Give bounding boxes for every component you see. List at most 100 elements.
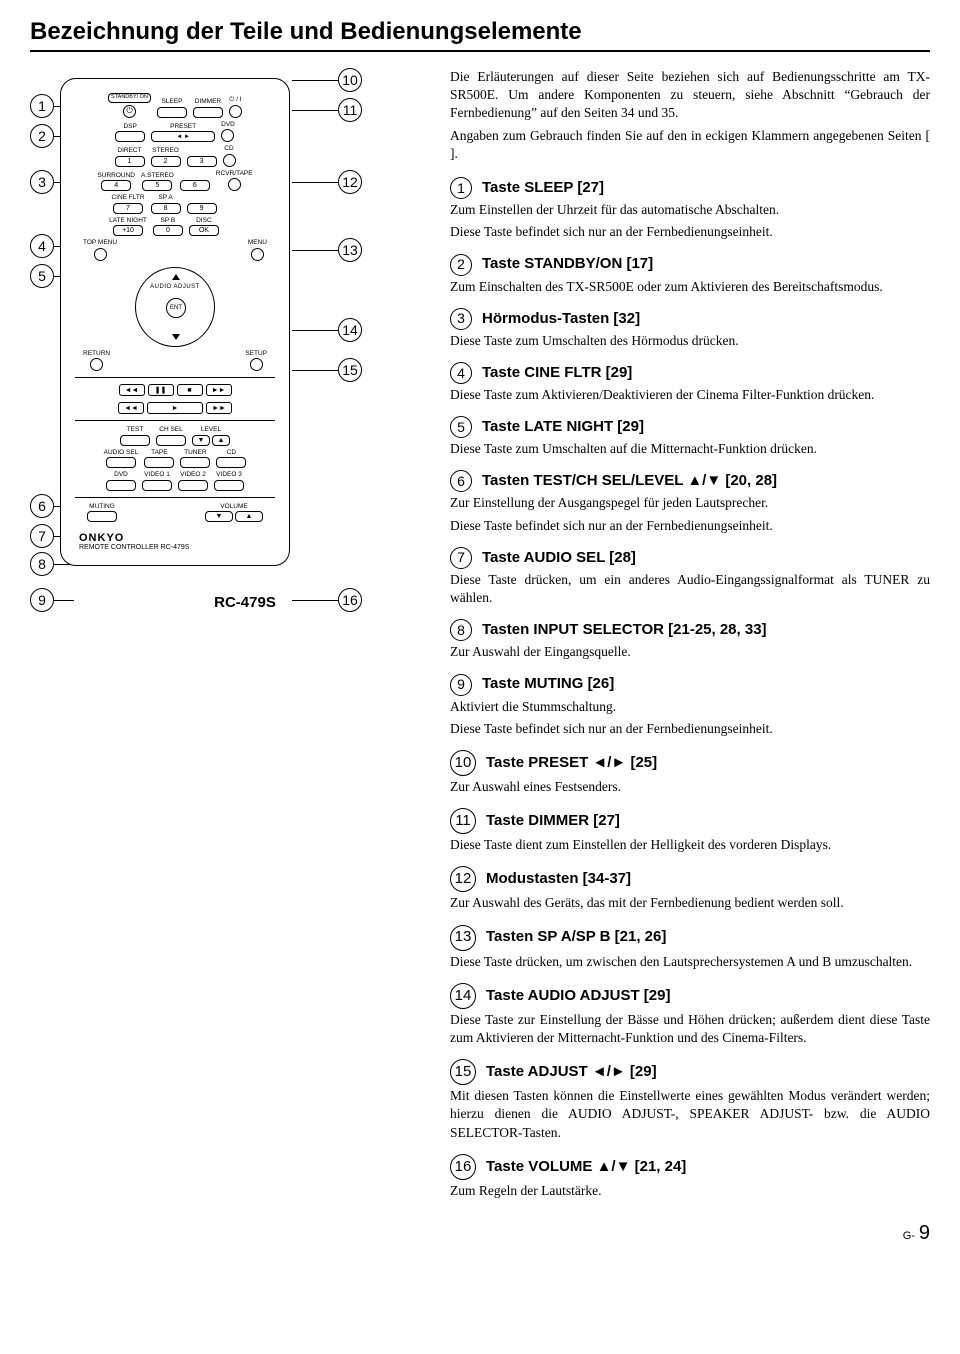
item-number: 2 — [450, 254, 472, 276]
remote-label: STEREO — [152, 148, 179, 155]
item-desc: Aktiviert die Stummschaltung. — [450, 698, 930, 716]
item-desc: Diese Taste drücken, um ein anderes Audi… — [450, 571, 930, 607]
level-up-button: ▲ — [212, 435, 230, 446]
remote-diagram: STANDBY/ ON⏻ SLEEP DIMMER ⏻ / I DSP PRES… — [60, 78, 290, 566]
intro-p1: Die Erläuterungen auf dieser Seite bezie… — [450, 68, 930, 123]
video3-button — [214, 480, 244, 491]
standby-button: ⏻ — [123, 105, 136, 118]
remote-label: RCVR/TAPE — [216, 171, 253, 178]
remote-label — [194, 173, 196, 180]
item-title: Taste MUTING [26] — [482, 674, 614, 694]
title-rule — [30, 50, 930, 52]
lead — [54, 600, 74, 601]
vol-down-button: ▼ — [205, 511, 233, 522]
item-title: Taste AUDIO ADJUST [29] — [486, 986, 670, 1006]
item-9: 9 Taste MUTING [26] Aktiviert die Stummsch… — [450, 674, 930, 738]
remote-label: VIDEO 2 — [180, 472, 206, 479]
intro-block: Die Erläuterungen auf dieser Seite bezie… — [450, 68, 930, 163]
item-title: Taste LATE NIGHT [29] — [482, 417, 644, 437]
item-desc: Zum Regeln der Lautstärke. — [450, 1182, 930, 1200]
callout-1: 1 — [30, 94, 54, 118]
page-title: Bezeichnung der Teile und Bedienungselem… — [30, 18, 930, 46]
remote-label: SP B — [161, 218, 176, 225]
intro-p2: Angaben zum Gebrauch finden Sie auf den … — [450, 127, 930, 163]
remote-label: RETURN — [83, 351, 110, 358]
remote-label: VOLUME — [220, 504, 247, 511]
remote-label: MUTING — [89, 504, 115, 511]
callout-16: 16 — [338, 588, 362, 612]
item-desc: Diese Taste dient zum Einstellen der Hel… — [450, 836, 930, 854]
callout-13: 13 — [338, 238, 362, 262]
lead — [292, 80, 338, 81]
item-desc: Diese Taste befindet sich nur an der Fer… — [450, 720, 930, 738]
item-desc: Diese Taste zum Umschalten auf die Mitte… — [450, 440, 930, 458]
item-number: 6 — [450, 470, 472, 492]
item-title: Taste PRESET ◄/► [25] — [486, 753, 657, 773]
item-8: 8Tasten INPUT SELECTOR [21-25, 28, 33]Zu… — [450, 619, 930, 661]
item-5: 5 Taste LATE NIGHT [29] Diese Taste zum Um… — [450, 416, 930, 458]
item-title: Taste DIMMER [27] — [486, 811, 620, 831]
dsp-button — [115, 131, 145, 142]
item-desc: Zum Einstellen der Uhrzeit für das autom… — [450, 201, 930, 219]
item-10: 10Taste PRESET ◄/► [25]Zur Auswahl eines… — [450, 750, 930, 796]
preset-button: ◄ ► — [151, 131, 215, 142]
callout-11: 11 — [338, 98, 362, 122]
right-column: Die Erläuterungen auf dieser Seite bezie… — [450, 68, 930, 1212]
sleep-button — [157, 107, 187, 118]
video2-button — [178, 480, 208, 491]
stop-button: ■ — [177, 384, 203, 396]
item-desc: Zur Einstellung der Ausgangspegel für je… — [450, 494, 930, 512]
separator — [75, 377, 275, 378]
callout-4: 4 — [30, 234, 54, 258]
item-desc: Zur Auswahl der Eingangsquelle. — [450, 643, 930, 661]
item-title: Taste SLEEP [27] — [482, 178, 604, 198]
item-number: 12 — [450, 866, 476, 892]
item-desc: Zur Auswahl eines Festsenders. — [450, 778, 930, 796]
remote-label: DISC — [196, 218, 212, 225]
remote-label: CINE FLTR — [111, 195, 144, 202]
item-number: 11 — [450, 808, 476, 834]
item-number: 13 — [450, 925, 476, 951]
return-button — [90, 358, 103, 371]
play-button: ► — [147, 402, 203, 414]
test-button — [120, 435, 150, 446]
callout-6: 6 — [30, 494, 54, 518]
item-2: 2Taste STANDBY/ON [17]Zum Einschalten de… — [450, 254, 930, 296]
remote-caption: RC-479S — [60, 594, 430, 611]
item-desc: Diese Taste befindet sich nur an der Fer… — [450, 517, 930, 535]
remote-label: TEST — [127, 427, 144, 434]
rcvr-mode-button — [228, 178, 241, 191]
num-7-button: 7 — [113, 203, 143, 214]
num-3-button: 3 — [187, 156, 217, 167]
num-8-button: 8 — [151, 203, 181, 214]
remote-label: SP A — [158, 195, 172, 202]
remote-label: TOP MENU — [83, 240, 117, 247]
item-number: 5 — [450, 416, 472, 438]
item-title: Modustasten [34-37] — [486, 869, 631, 889]
item-title: Taste CINE FLTR [29] — [482, 363, 632, 383]
num-9-button: 9 — [187, 203, 217, 214]
callout-7: 7 — [30, 524, 54, 548]
page-number: G- 9 — [30, 1222, 930, 1245]
item-title: Taste VOLUME ▲/▼ [21, 24] — [486, 1157, 686, 1177]
item-number: 9 — [450, 674, 472, 696]
remote-label: CD — [224, 146, 233, 153]
item-desc: Diese Taste zur Einstellung der Bässe un… — [450, 1011, 930, 1047]
audio-adjust-label: AUDIO ADJUST — [136, 284, 214, 290]
lead — [292, 250, 338, 251]
remote-label: SETUP — [245, 351, 267, 358]
ok-button: OK — [189, 225, 219, 236]
remote-label: AUDIO SEL — [104, 450, 139, 457]
remote-label: DSP — [123, 124, 136, 131]
chsel-button — [156, 435, 186, 446]
left-column: 1 2 3 4 5 6 7 8 9 10 11 12 13 14 15 16 — [30, 68, 430, 1212]
video1-button — [142, 480, 172, 491]
item-number: 3 — [450, 308, 472, 330]
callout-14: 14 — [338, 318, 362, 342]
item-number: 14 — [450, 983, 476, 1009]
remote-label: PRESET — [170, 124, 196, 131]
item-desc: Diese Taste zum Umschalten des Hörmodus … — [450, 332, 930, 350]
cd-button — [216, 457, 246, 468]
topmenu-button — [94, 248, 107, 261]
rewind-button: ◄◄ — [119, 384, 145, 396]
